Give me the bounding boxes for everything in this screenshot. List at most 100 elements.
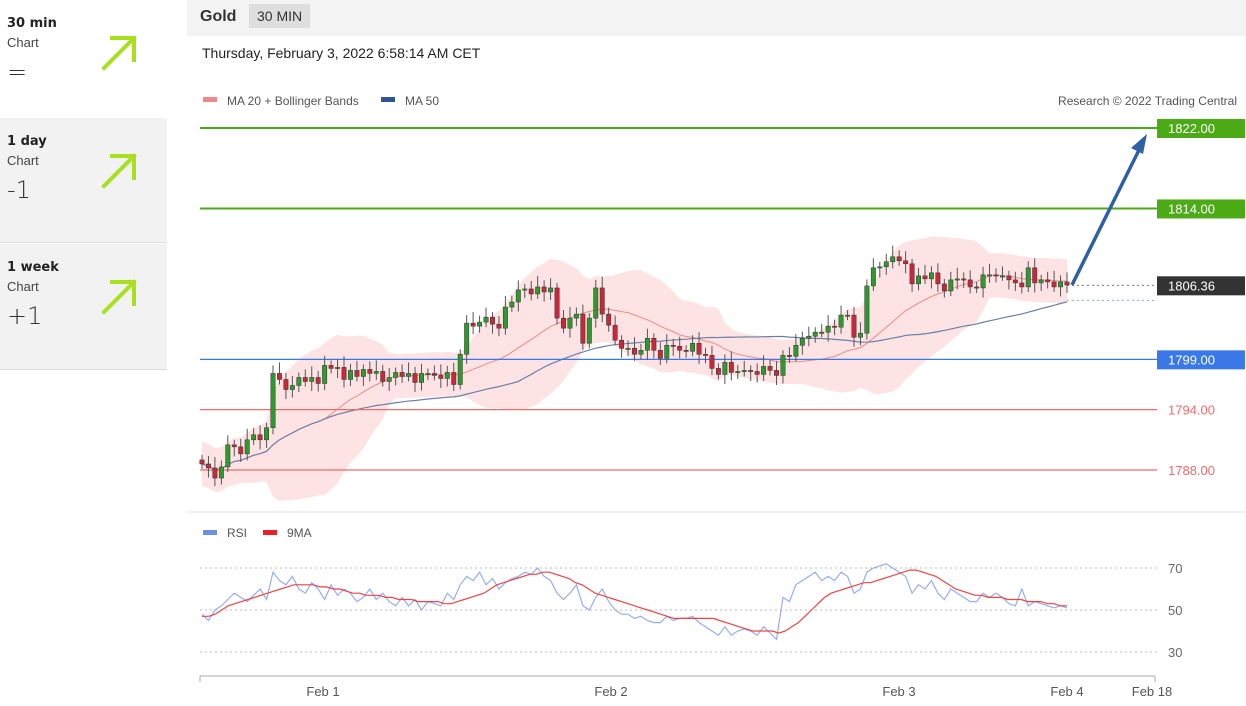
rsi-legend-label: RSI <box>227 526 247 540</box>
candle-body <box>270 373 276 429</box>
candle-body <box>277 373 282 380</box>
candle-body <box>696 343 702 355</box>
candle-body <box>993 274 999 277</box>
card-sub: Chart <box>7 279 39 294</box>
candle-body <box>619 339 625 349</box>
candle-body <box>780 355 786 376</box>
candle-body <box>541 286 547 293</box>
candle-body <box>470 322 476 327</box>
candle-body <box>806 335 812 339</box>
candle-body <box>735 371 741 373</box>
candle-body <box>941 283 947 292</box>
candle-body <box>373 371 379 374</box>
candle-body <box>1019 282 1025 288</box>
chart-header: Gold 30 MIN <box>187 0 1246 36</box>
price-chart[interactable]: MA 20 + Bollinger Bands MA 50 Research © 2… <box>187 0 1246 706</box>
level-tag <box>1157 276 1245 296</box>
candle-body <box>741 370 747 372</box>
candle-body <box>909 263 915 285</box>
candle-body <box>296 377 302 386</box>
candle-body <box>832 325 838 328</box>
candle-body <box>825 325 831 333</box>
candle-body <box>1038 279 1044 284</box>
candle-body <box>406 373 412 377</box>
candle-body <box>567 317 573 329</box>
candle-body <box>851 314 857 338</box>
candle-body <box>838 314 844 328</box>
candle-body <box>341 367 347 380</box>
rsi-level-label: 70 <box>1168 561 1182 576</box>
candle-body <box>974 286 980 289</box>
bollinger-band <box>202 236 1067 501</box>
rsi-level-label: 30 <box>1168 645 1182 660</box>
candle-body <box>774 370 779 376</box>
candle-body <box>1032 267 1038 284</box>
candle-body <box>690 343 696 352</box>
x-tick-label: Feb 1 <box>306 684 339 699</box>
candle-body <box>496 323 502 329</box>
candle-body <box>748 370 754 372</box>
chart-panel: Gold 30 MIN Thursday, February 3, 2022 6… <box>187 0 1246 706</box>
card-sub: Chart <box>7 153 39 168</box>
candle-body <box>999 275 1005 278</box>
candle-body <box>612 324 618 341</box>
candle-body <box>722 362 728 375</box>
candle-body <box>464 322 470 355</box>
candle-body <box>522 288 528 291</box>
candle-body <box>606 313 612 326</box>
candle-body <box>399 372 405 377</box>
candle-body <box>987 274 992 277</box>
candle-body <box>857 332 863 338</box>
candle-body <box>335 367 341 369</box>
candle-body <box>360 369 366 377</box>
candle-body <box>593 287 599 319</box>
level-label: 1799.00 <box>1168 352 1215 367</box>
ma20-legend-label: MA 20 + Bollinger Bands <box>227 94 359 108</box>
candle-body <box>315 377 321 384</box>
candle-body <box>677 346 683 351</box>
level-label: 1822.00 <box>1168 121 1215 136</box>
candle-body <box>638 350 644 355</box>
card-1week[interactable]: 1 week Chart +1 <box>0 244 167 370</box>
candle-body <box>548 287 554 293</box>
x-tick-label: Feb 2 <box>594 684 627 699</box>
candle-body <box>961 278 967 281</box>
card-30min[interactable]: 30 min Chart = <box>0 0 167 125</box>
candle-body <box>444 372 450 379</box>
candle-body <box>367 369 373 374</box>
candle-body <box>715 368 721 375</box>
candle-body <box>354 370 360 377</box>
level-label: 1806.36 <box>1168 278 1215 293</box>
target-arrow-head <box>1131 134 1147 154</box>
candle-body <box>380 371 386 382</box>
candle-body <box>870 267 876 287</box>
candle-body <box>670 345 676 347</box>
candle-body <box>509 301 515 308</box>
candle-body <box>257 434 263 441</box>
card-sub: Chart <box>7 35 39 50</box>
candle-body <box>922 275 928 280</box>
x-tick-label: Feb 3 <box>882 684 915 699</box>
card-score: -1 <box>7 176 31 204</box>
candle-body <box>761 366 767 375</box>
card-1day[interactable]: 1 day Chart -1 <box>0 118 167 243</box>
candle-body <box>890 256 896 263</box>
candle-body <box>431 373 437 376</box>
candle-body <box>244 439 250 455</box>
candle-body <box>948 279 954 292</box>
level-label: 1814.00 <box>1168 201 1215 216</box>
candle-body <box>845 314 850 317</box>
candle-body <box>328 365 334 369</box>
candle-body <box>767 366 773 371</box>
card-period: 1 week <box>7 260 59 275</box>
candle-body <box>515 289 521 303</box>
candle-body <box>1006 275 1012 281</box>
candle-body <box>644 337 650 351</box>
candle-body <box>309 377 315 382</box>
candle-body <box>386 377 392 382</box>
timeframe-button[interactable]: 30 MIN <box>249 4 311 28</box>
candle-body <box>502 306 508 329</box>
candle-body <box>1012 279 1018 284</box>
candle-body <box>322 365 328 384</box>
candle-body <box>625 348 631 350</box>
